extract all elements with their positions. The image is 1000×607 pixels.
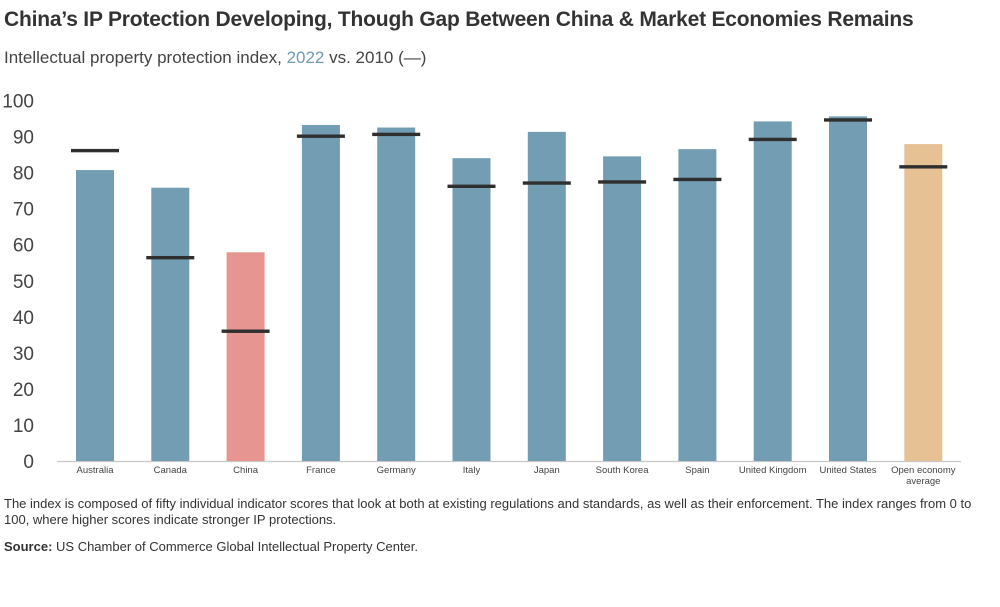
bar-2022 xyxy=(301,125,340,461)
x-tick-label: Open economy xyxy=(891,465,956,476)
chart-source: Source: US Chamber of Commerce Global In… xyxy=(4,539,418,554)
x-tick-label: France xyxy=(306,465,336,476)
x-tick-label: Spain xyxy=(685,465,709,476)
y-tick-label: 40 xyxy=(13,308,34,329)
bar-2022 xyxy=(377,127,416,461)
bar-2022 xyxy=(678,149,717,461)
y-tick-label: 80 xyxy=(13,164,34,185)
y-tick-label: 0 xyxy=(23,452,34,473)
source-text: US Chamber of Commerce Global Intellectu… xyxy=(52,539,419,554)
marker-2010 xyxy=(748,137,797,142)
bar-2022 xyxy=(76,170,114,461)
y-tick-label: 60 xyxy=(13,236,34,257)
y-tick-label: 100 xyxy=(2,92,34,113)
bar-2022 xyxy=(226,252,265,461)
bar-chart: 0 10 20 30 40 50 60 70 80 90 100 Australia Canada Chi… xyxy=(2,92,961,487)
marker-2010 xyxy=(522,181,571,185)
bar-2022 xyxy=(904,144,943,462)
y-tick-label: 50 xyxy=(13,272,34,293)
x-tick-label: Italy xyxy=(463,465,481,476)
subtitle-text: Intellectual property protection index, xyxy=(4,48,287,67)
chart-subtitle: Intellectual property protection index, … xyxy=(4,48,426,68)
marker-2010 xyxy=(372,132,421,137)
y-tick-label: 10 xyxy=(13,416,34,437)
source-label: Source: xyxy=(4,539,53,554)
bar-2022 xyxy=(452,158,491,461)
x-tick-label: China xyxy=(233,465,259,476)
marker-2010 xyxy=(899,165,948,169)
x-tick-label: Australia xyxy=(77,465,115,476)
marker-2010 xyxy=(824,118,872,122)
marker-2010 xyxy=(447,184,496,188)
x-tick-label: United Kingdom xyxy=(739,465,807,476)
subtitle-suffix: vs. 2010 (—) xyxy=(324,48,427,67)
x-tick-label: Canada xyxy=(154,465,188,476)
y-tick-label: 30 xyxy=(13,344,34,365)
marker-2010 xyxy=(673,177,722,182)
bar-2022 xyxy=(603,156,642,461)
marker-2010 xyxy=(71,148,119,153)
x-tick-label: average xyxy=(906,476,940,487)
chart-note: The index is composed of fifty individua… xyxy=(4,496,972,527)
y-tick-label: 70 xyxy=(13,200,34,221)
bar-2022 xyxy=(753,121,792,461)
y-tick-label: 90 xyxy=(13,128,34,149)
x-tick-label: South Korea xyxy=(596,465,650,476)
marker-2010 xyxy=(296,134,345,138)
chart-title: China’s IP Protection Developing, Though… xyxy=(4,8,914,31)
x-tick-label: Japan xyxy=(534,465,560,476)
subtitle-highlight: 2022 xyxy=(286,48,325,67)
bar-2022 xyxy=(151,187,190,461)
y-tick-label: 20 xyxy=(13,380,34,401)
bar-2022 xyxy=(829,116,867,461)
x-tick-label: United States xyxy=(819,465,876,476)
bar-2022 xyxy=(527,131,566,461)
marker-2010 xyxy=(598,180,647,184)
x-tick-label: Germany xyxy=(377,465,416,476)
marker-2010 xyxy=(146,255,195,260)
marker-2010 xyxy=(221,329,270,333)
